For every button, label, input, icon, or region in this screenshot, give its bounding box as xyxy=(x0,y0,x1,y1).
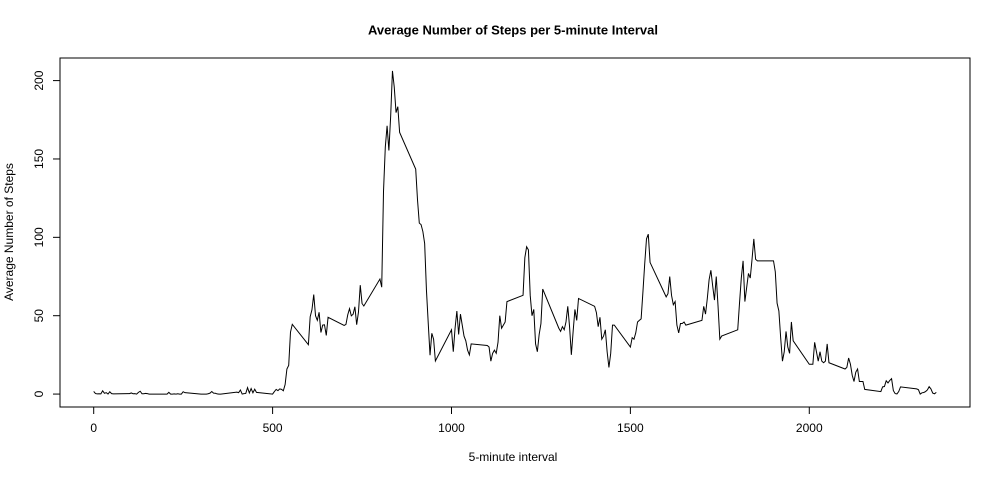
x-tick-label: 500 xyxy=(263,421,283,435)
chart-title: Average Number of Steps per 5-minute Int… xyxy=(368,22,658,37)
x-tick-label: 0 xyxy=(90,421,97,435)
y-tick-label: 150 xyxy=(32,149,46,169)
y-tick-label: 0 xyxy=(32,390,46,397)
data-line xyxy=(93,70,937,395)
plot-frame xyxy=(59,57,971,408)
y-tick-label: 100 xyxy=(32,227,46,247)
x-tick-label: 1500 xyxy=(617,421,644,435)
x-tick-label: 2000 xyxy=(796,421,823,435)
y-tick-label: 200 xyxy=(32,70,46,90)
x-tick-label: 1000 xyxy=(438,421,465,435)
y-tick-label: 50 xyxy=(32,309,46,323)
x-axis-label: 5-minute interval xyxy=(469,450,558,464)
y-axis-label: Average Number of Steps xyxy=(2,163,16,301)
